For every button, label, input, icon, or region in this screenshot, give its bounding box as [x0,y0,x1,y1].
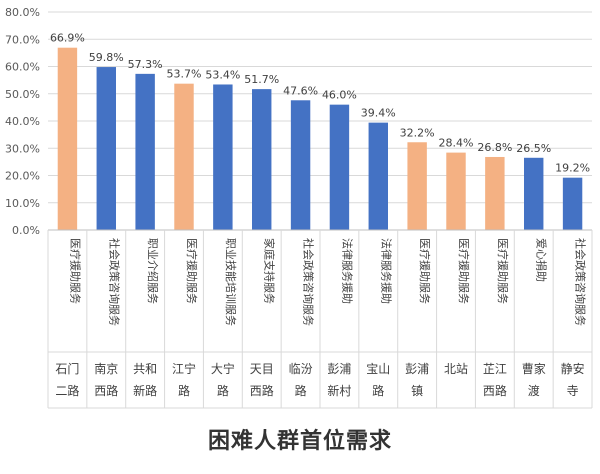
service-label: 社会政策咨询服务 [574,238,588,326]
bar [57,47,78,231]
district-label: 西路 [250,383,274,398]
service-label: 家庭支持服务 [263,238,277,304]
bar [174,83,194,230]
y-tick-label: 80.0% [5,6,40,19]
data-label: 51.7% [244,73,279,86]
district-label: 路 [295,383,307,398]
district-label: 西路 [483,383,507,398]
data-label: 19.2% [555,162,590,175]
district-label: 新村 [327,383,351,398]
service-label: 医疗援助服务 [418,238,432,304]
data-label: 46.0% [322,89,357,102]
service-label: 爱心捐助 [535,238,549,282]
district-label: 芷江 [483,362,507,376]
district-label: 镇 [411,384,423,398]
data-label: 57.3% [128,58,163,71]
bar [562,177,583,230]
district-label: 寺 [567,384,579,398]
bar [446,152,466,230]
y-tick-label: 0.0% [12,224,40,237]
y-tick-label: 30.0% [5,142,40,155]
data-label: 39.4% [361,107,396,120]
district-label: 路 [178,383,190,398]
y-tick-label: 50.0% [5,88,40,101]
bar [213,84,233,230]
district-label: 共和 [133,362,157,376]
district-label: 静安 [561,361,585,376]
district-label: 彭浦 [405,362,429,376]
service-label: 法律服务援助 [340,238,354,304]
service-label: 医疗援助服务 [185,238,199,304]
service-label: 职业介绍服务 [146,238,160,304]
district-label: 曹家 [522,361,546,376]
data-label: 66.9% [50,32,85,45]
y-tick-label: 40.0% [5,115,40,128]
district-label: 西路 [94,383,118,398]
bar [485,156,505,230]
service-label: 医疗援助服务 [496,238,510,304]
district-label: 彭浦 [327,362,351,376]
data-label: 28.4% [439,137,474,150]
data-label: 53.4% [205,68,240,81]
district-label: 宝山 [366,362,390,376]
data-label: 59.8% [89,51,124,64]
district-label: 新路 [133,383,157,398]
y-tick-label: 10.0% [5,197,40,210]
service-label: 社会政策咨询服务 [302,238,316,326]
district-label: 路 [217,383,229,398]
chart-title: 困难人群首位需求 [208,428,392,454]
district-label: 临汾 [289,362,313,376]
district-label: 大宁 [211,361,235,376]
bar [329,104,350,230]
data-label: 26.5% [516,142,551,155]
bar [524,157,544,230]
district-label: 石门 [55,361,79,376]
district-label: 天目 [250,362,274,376]
bars [57,47,583,231]
y-tick-label: 70.0% [5,33,40,46]
district-label: 南京 [94,361,118,376]
data-label: 53.7% [167,68,202,81]
bar [252,89,272,231]
district-label: 江宁 [172,361,196,376]
district-label: 路 [372,383,384,398]
bar [290,100,311,230]
district-label: 渡 [528,383,540,398]
service-label: 医疗援助服务 [457,238,471,304]
service-label: 医疗援助服务 [68,238,82,304]
data-label: 26.8% [477,141,512,154]
data-label: 47.6% [283,84,318,97]
service-label: 社会政策咨询服务 [107,238,121,326]
bar [368,122,388,230]
y-tick-label: 20.0% [5,170,40,183]
data-label: 32.2% [400,126,435,139]
district-label: 北站 [444,362,468,376]
bar [135,73,155,230]
y-tick-label: 60.0% [5,61,40,74]
data-labels: 66.9% 59.8% 57.3% 53.7% 53.4% 51.7% 47.6% 46.0%… [50,32,590,175]
district-label: 二路 [55,383,79,398]
bar [407,142,427,230]
service-label: 法律服务援助 [379,238,393,304]
service-label: 职业技能培训服务 [224,238,238,326]
bar [96,67,116,230]
